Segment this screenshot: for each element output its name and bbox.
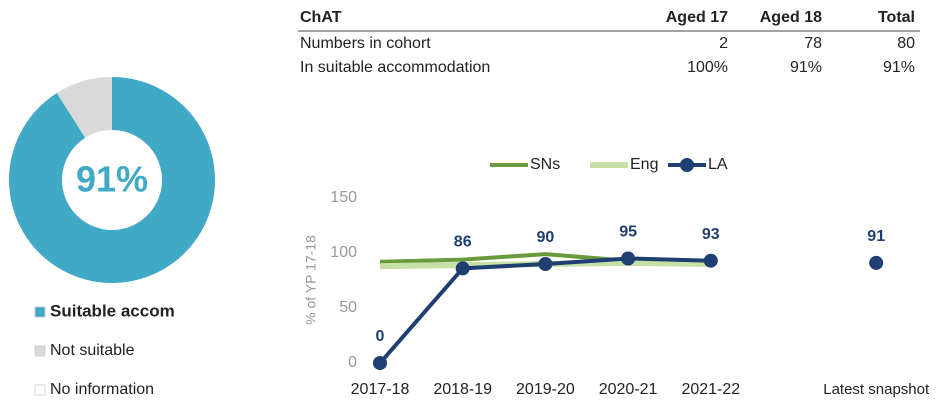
point: [869, 255, 884, 270]
point: [538, 257, 553, 271]
table-cell: 91%: [790, 59, 822, 76]
legend-marker: [680, 158, 694, 172]
table-cell: 80: [897, 35, 915, 52]
legend-label: Suitable accom: [50, 301, 175, 320]
table-cell: 2: [719, 35, 728, 52]
point: [373, 356, 387, 370]
y-tick-label: 150: [330, 189, 357, 206]
data-label: 91: [867, 228, 885, 245]
data-label: 93: [702, 226, 720, 243]
table-cell: Numbers in cohort: [300, 35, 431, 52]
legend-swatch: [34, 306, 46, 318]
table-header: ChAT: [300, 9, 342, 26]
donut-slice: [56, 77, 112, 138]
x-tick-label: Latest snapshot: [823, 381, 930, 398]
y-tick-label: 100: [330, 244, 357, 261]
legend-swatch: [34, 384, 46, 396]
table-header: Aged 18: [760, 9, 822, 26]
table-header: Total: [878, 9, 915, 26]
series-line: [380, 259, 876, 364]
point: [621, 251, 636, 266]
y-tick-label: 0: [348, 354, 357, 371]
legend-label: SNs: [530, 156, 560, 173]
point: [455, 261, 470, 276]
donut-center-label: 91%: [76, 159, 148, 200]
legend-label: Eng: [630, 156, 658, 173]
point: [703, 253, 718, 268]
legend-label: Not suitable: [50, 342, 135, 359]
table-cell: 78: [804, 35, 822, 52]
x-tick-label: 2019-20: [516, 381, 575, 398]
data-label: 86: [454, 234, 472, 251]
x-tick-label: 2017-18: [351, 381, 410, 398]
y-tick-label: 50: [339, 299, 357, 316]
table-cell: 91%: [883, 59, 915, 76]
data-label: 90: [537, 229, 555, 246]
donut-slice: [9, 77, 216, 283]
x-tick-label: 2020-21: [599, 381, 658, 398]
x-tick-label: 2018-19: [433, 381, 492, 398]
y-axis-label: % of YP 17-18: [303, 235, 319, 325]
table-cell: In suitable accommodation: [300, 59, 490, 76]
data-label: 0: [376, 328, 385, 345]
table-cell: 100%: [687, 59, 728, 76]
table-header: Aged 17: [666, 9, 728, 26]
legend-label: No information: [50, 381, 154, 398]
data-label: 95: [619, 224, 637, 241]
x-tick-label: 2021-22: [681, 381, 740, 398]
legend-label: LA: [708, 156, 728, 173]
legend-swatch: [34, 345, 46, 357]
